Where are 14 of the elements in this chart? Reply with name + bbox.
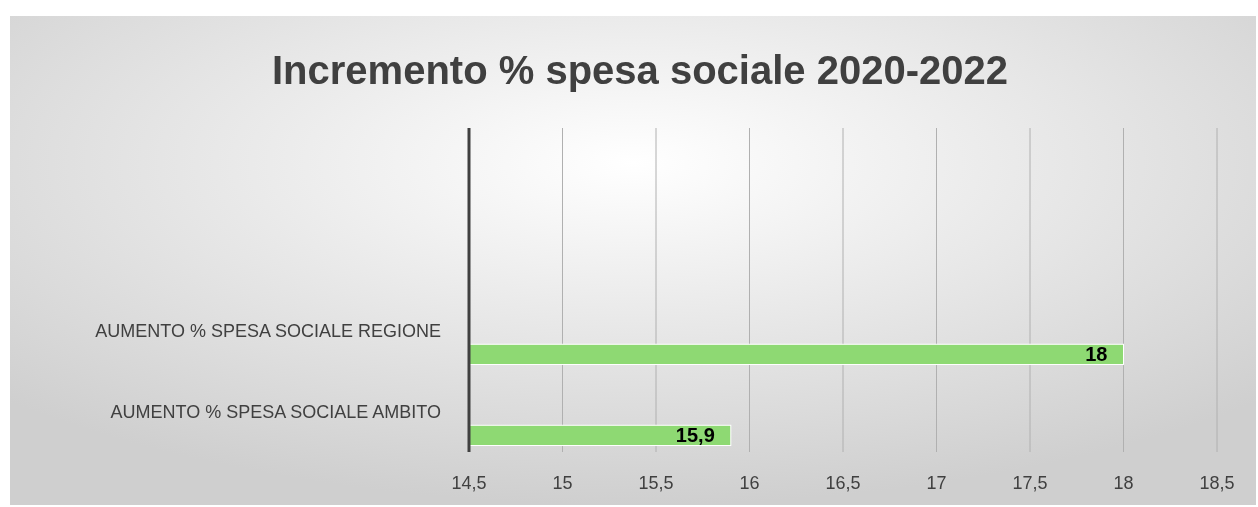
x-tick-label: 18,5 xyxy=(1199,473,1235,494)
data-label: 18 xyxy=(1085,343,1108,366)
x-tick-label: 18 xyxy=(1113,473,1134,494)
y-tick-label: AUMENTO % SPESA SOCIALE AMBITO xyxy=(110,401,441,422)
x-tick-label: 16 xyxy=(739,473,760,494)
x-tick-label: 15,5 xyxy=(638,473,674,494)
x-tick-label: 17 xyxy=(926,473,947,494)
x-tick-label: 16,5 xyxy=(825,473,861,494)
chart-title: Incremento % spesa sociale 2020-2022 xyxy=(272,48,1008,92)
y-tick-label: AUMENTO % SPESA SOCIALE REGIONE xyxy=(95,320,441,341)
x-tick-label: 14,5 xyxy=(451,473,487,494)
x-tick-label: 17,5 xyxy=(1012,473,1048,494)
x-tick-label: 15 xyxy=(552,473,573,494)
data-label: 15,9 xyxy=(675,424,715,447)
